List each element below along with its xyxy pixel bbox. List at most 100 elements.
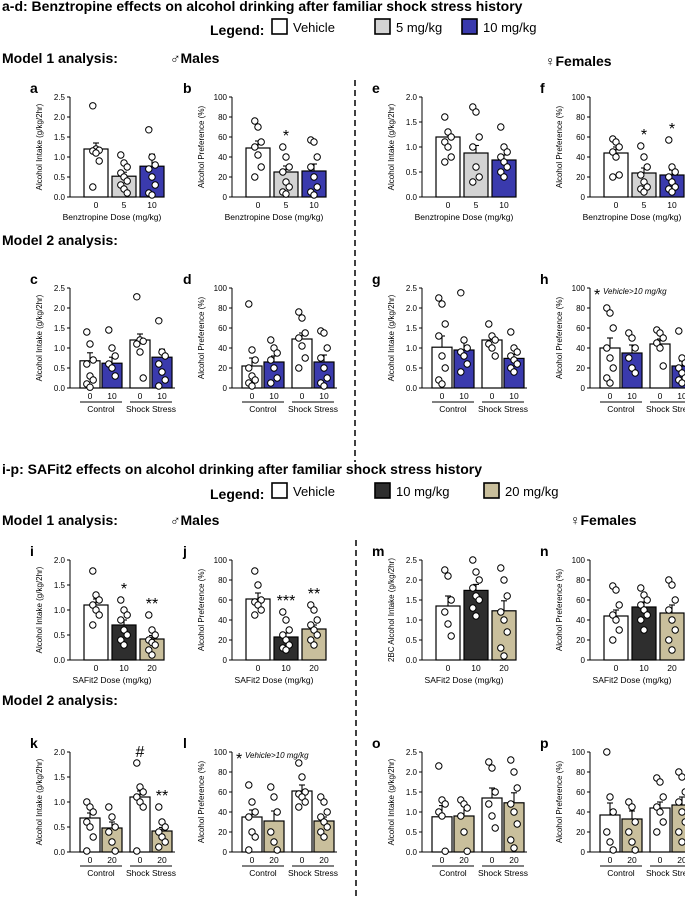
data-point	[631, 369, 639, 377]
y-tick-label: 0.5	[54, 823, 66, 832]
data-point	[472, 108, 480, 116]
x-tick-label: 10	[157, 391, 167, 401]
data-point	[507, 328, 515, 336]
data-point	[133, 759, 141, 767]
y-axis-label: Alcohol Preference (%)	[555, 569, 564, 652]
data-point	[606, 838, 614, 846]
data-point	[295, 803, 303, 811]
data-point	[273, 846, 281, 854]
data-point	[615, 171, 623, 179]
y-tick-label: 20	[218, 364, 227, 373]
data-point	[282, 190, 290, 198]
data-point	[145, 126, 153, 134]
x-tick-label: 0	[256, 663, 261, 673]
x-tick-label: 20	[269, 855, 279, 865]
data-point	[320, 798, 328, 806]
y-tick-label: 0	[581, 656, 586, 665]
group-label: Control	[607, 868, 635, 878]
panel-letter: f	[540, 80, 545, 96]
significance-marker: **	[308, 586, 320, 603]
data-point	[161, 838, 169, 846]
x-tick-label: 0	[490, 391, 495, 401]
data-point	[631, 818, 639, 826]
data-point	[438, 380, 446, 388]
data-point	[83, 847, 91, 855]
legend-label: 10 mg/kg	[396, 484, 449, 499]
panel-o: o 0.0 0.5 1.0 1.5 2.0 2.5 Alcohol Intake (g/kg/…	[372, 735, 528, 878]
data-point	[155, 360, 163, 368]
data-point	[111, 372, 119, 380]
panel-a: a 0.0 0.5 1.0 1.5 2.0 2.5 Alcohol Intake (g/kg/…	[30, 80, 165, 222]
x-tick-label: 0	[300, 855, 305, 865]
data-point	[447, 133, 455, 141]
data-point	[615, 601, 623, 609]
data-point	[497, 608, 505, 616]
legend-label: 5 mg/kg	[396, 20, 442, 35]
y-tick-label: 1.5	[54, 133, 66, 142]
data-point	[656, 778, 664, 786]
y-tick-label: 0.0	[54, 656, 66, 665]
y-axis-label: Alcohol Intake (g/kg/2hr)	[387, 103, 396, 190]
data-point	[298, 773, 306, 781]
data-point	[295, 334, 303, 342]
y-axis-label: Alcohol Intake (g/kg/2hr)	[387, 758, 396, 845]
data-point	[254, 151, 262, 159]
y-axis-label: Alcohol Intake (g/kg/2hr)	[35, 103, 44, 190]
x-tick-label: 0	[446, 663, 451, 673]
data-point	[120, 641, 128, 649]
data-point	[507, 836, 515, 844]
data-point	[108, 813, 116, 821]
legend-label: 10 mg/kg	[483, 20, 536, 35]
data-point	[285, 626, 293, 634]
data-point	[270, 793, 278, 801]
data-point	[447, 153, 455, 161]
x-tick-label: 0	[88, 391, 93, 401]
data-point	[631, 846, 639, 854]
y-tick-label: 1.5	[406, 118, 418, 127]
x-tick-label: 0	[94, 663, 99, 673]
y-tick-label: 40	[218, 344, 227, 353]
significance-marker: *	[669, 121, 675, 138]
data-point	[628, 838, 636, 846]
data-point	[678, 773, 685, 781]
y-axis-label: Alcohol Intake (g/kg/2hr)	[35, 294, 44, 381]
y-tick-label: 1.0	[54, 153, 66, 162]
data-point	[151, 181, 159, 189]
data-point	[139, 803, 147, 811]
data-point	[298, 342, 306, 350]
y-tick-label: 80	[218, 304, 227, 313]
data-point	[681, 359, 685, 367]
group-label: Shock Stress	[288, 404, 338, 414]
y-axis-label: Alcohol Preference (%)	[555, 106, 564, 189]
data-point	[89, 621, 97, 629]
model1-label-2: Model 1 analysis:	[2, 512, 118, 528]
bar	[129, 339, 151, 389]
data-point	[108, 364, 116, 372]
x-tick-label: 20	[107, 855, 117, 865]
x-tick-label: 0	[88, 855, 93, 865]
data-point	[313, 631, 321, 639]
data-point	[441, 608, 449, 616]
group-label: Shock Stress	[288, 868, 338, 878]
data-point	[254, 581, 262, 589]
y-tick-label: 2.0	[406, 304, 418, 313]
panel-letter: n	[540, 543, 549, 559]
data-point	[441, 566, 449, 574]
y-tick-label: 80	[576, 768, 585, 777]
data-point	[267, 336, 275, 344]
y-axis-label: Alcohol Intake (g/kg/2hr)	[35, 566, 44, 653]
section-title-benztropine: a-d: Benztropine effects on alcohol drin…	[2, 0, 523, 14]
data-point	[500, 576, 508, 584]
data-point	[441, 364, 449, 372]
data-point	[86, 340, 94, 348]
data-point	[279, 608, 287, 616]
data-point	[435, 762, 443, 770]
data-point	[83, 360, 91, 368]
y-tick-label: 2.5	[406, 284, 418, 293]
panel-letter: h	[540, 271, 549, 287]
data-point	[460, 352, 468, 360]
y-tick-label: 1.0	[54, 606, 66, 615]
y-tick-label: 2.5	[54, 284, 66, 293]
legend-swatch	[374, 482, 391, 499]
